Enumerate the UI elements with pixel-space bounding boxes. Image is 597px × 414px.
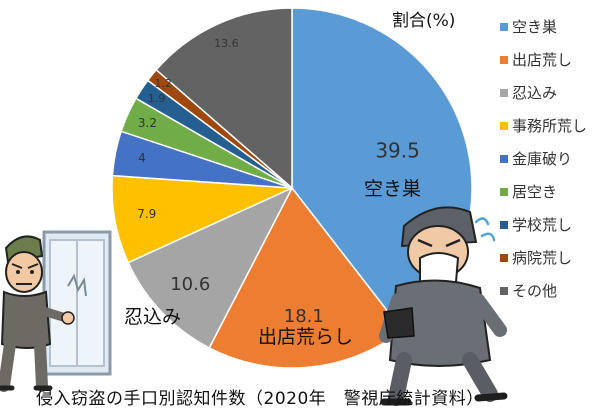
legend-item: 学校荒し [500, 208, 596, 241]
slice-value-label: 7.9 [137, 207, 156, 221]
masked-burglar-running-icon [379, 206, 508, 406]
legend-item: 病院荒し [500, 241, 596, 274]
chart-title: 侵入窃盗の手口別認知件数（2020年 警視庁統計資料） [36, 389, 484, 409]
legend-item: その他 [500, 274, 596, 307]
legend-swatch [500, 187, 508, 196]
legend-label: 金庫破り [512, 150, 573, 168]
legend-swatch [500, 154, 508, 163]
legend-item: 出店荒し [500, 43, 596, 76]
legend-item: 空き巣 [500, 10, 596, 43]
annotation-shinobikomi: 忍込み [124, 306, 182, 328]
legend-swatch [500, 253, 508, 262]
legend-swatch [500, 55, 508, 64]
legend-item: 金庫破り [500, 142, 596, 175]
slice-value-label: 18.1 [284, 306, 324, 327]
burglar-peeking-window-icon [0, 230, 112, 392]
slice-value-label: 39.5 [375, 138, 420, 162]
legend-label: 居空き [512, 183, 558, 201]
slice-value-labels: 39.5 18.1 10.6 7.9 4 3.2 1.9 1.2 13.6 [137, 37, 420, 327]
legend-label: 忍込み [512, 84, 558, 102]
pie-slice [127, 186, 294, 349]
legend-label: その他 [512, 282, 558, 300]
legend-label: 学校荒し [512, 216, 573, 234]
legend: 空き巣出店荒し忍込み事務所荒し金庫破り居空き学校荒し病院荒しその他 [500, 10, 596, 307]
legend-swatch [500, 22, 508, 31]
legend-item: 事務所荒し [500, 109, 596, 142]
legend-item: 忍込み [500, 76, 596, 109]
legend-label: 出店荒し [512, 51, 573, 69]
slice-value-label: 13.6 [214, 37, 239, 50]
unit-label: 割合(%) [392, 11, 456, 31]
slice-value-label: 4 [138, 151, 146, 165]
legend-label: 病院荒し [512, 249, 573, 267]
annotation-demise-arashi: 出店荒らし [258, 326, 354, 348]
annotation-akisu: 空き巣 [364, 178, 422, 200]
slice-value-label: 10.6 [170, 274, 210, 295]
legend-swatch [500, 220, 508, 229]
legend-swatch [500, 121, 508, 130]
slice-value-label: 1.9 [148, 92, 166, 105]
legend-swatch [500, 88, 508, 97]
slice-value-label: 3.2 [138, 116, 157, 130]
legend-label: 事務所荒し [512, 117, 588, 135]
pie-slice [155, 7, 293, 190]
slice-value-label: 1.2 [154, 77, 172, 90]
legend-label: 空き巣 [512, 18, 558, 36]
legend-item: 居空き [500, 175, 596, 208]
legend-swatch [500, 286, 508, 295]
